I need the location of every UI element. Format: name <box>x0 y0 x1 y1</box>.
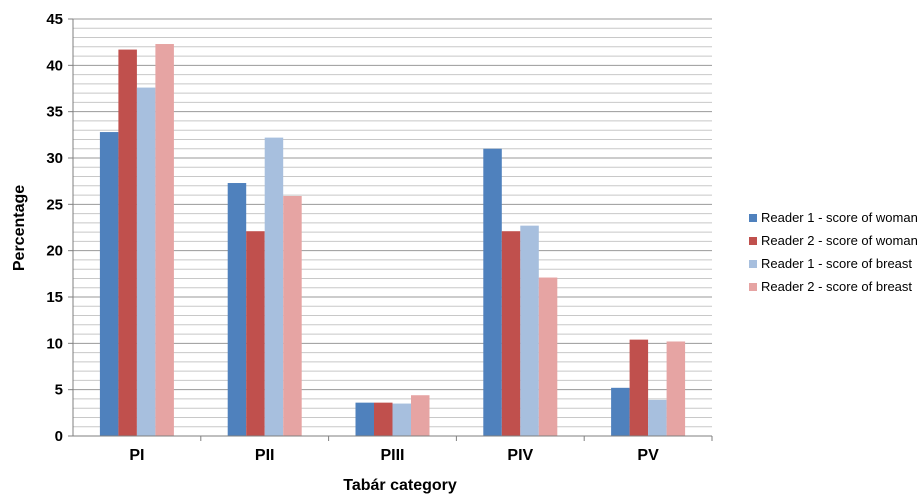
legend-label: Reader 2 - score of breast <box>761 279 912 294</box>
bar-pv-series-1 <box>611 387 630 436</box>
legend-swatch <box>749 260 757 268</box>
bar-piii-series-1 <box>355 402 374 436</box>
bar-piv-series-3 <box>520 225 539 436</box>
y-tick-label: 10 <box>46 335 63 352</box>
y-tick-label: 5 <box>55 382 63 399</box>
legend-label: Reader 1 - score of woman <box>761 210 918 225</box>
x-tick-label: PI <box>129 447 144 464</box>
bars <box>99 44 686 437</box>
bar-pi-series-3 <box>136 87 156 436</box>
legend-swatch <box>749 283 757 291</box>
legend-label: Reader 1 - score of breast <box>761 256 912 271</box>
legend-swatch <box>749 237 757 245</box>
bar-pi-series-4 <box>155 44 174 437</box>
bar-pii-series-2 <box>246 231 265 436</box>
y-tick-label: 0 <box>55 428 63 445</box>
bar-pii-series-1 <box>227 183 247 436</box>
axes <box>68 18 713 441</box>
y-tick-label: 20 <box>46 243 63 260</box>
bar-piii-series-3 <box>392 403 411 436</box>
y-tick-label: 15 <box>46 289 63 306</box>
y-tick-label: 45 <box>46 11 63 28</box>
legend: Reader 1 - score of woman Reader 2 - scor… <box>749 210 918 294</box>
gridlines <box>73 18 712 428</box>
y-tick-label: 40 <box>46 57 63 74</box>
bar-piv-series-2 <box>501 231 521 436</box>
bar-pv-series-4 <box>666 341 686 436</box>
y-tick-label: 35 <box>46 104 63 121</box>
y-tick-label: 30 <box>46 150 63 167</box>
legend-swatch <box>749 214 757 222</box>
x-tick-label: PII <box>255 447 275 464</box>
y-tick-label: 25 <box>46 196 63 213</box>
legend-label: Reader 2 - score of woman <box>761 233 918 248</box>
bar-piii-series-2 <box>374 402 393 436</box>
bar-piv-series-4 <box>538 277 558 436</box>
bar-pi-series-2 <box>118 49 137 437</box>
x-tick-label: PV <box>637 447 659 464</box>
bar-pii-series-3 <box>264 137 284 436</box>
x-tick-label: PIV <box>507 447 533 464</box>
x-tick-labels: PI PII PIII PIV PV <box>129 447 659 464</box>
bar-pv-series-3 <box>648 399 667 436</box>
bar-pii-series-4 <box>283 195 302 436</box>
x-tick-label: PIII <box>380 447 404 464</box>
y-tick-labels: 0 5 10 15 20 25 30 35 40 45 <box>46 11 63 445</box>
bar-piv-series-1 <box>483 148 502 436</box>
bar-pv-series-2 <box>629 339 649 436</box>
bar-piii-series-4 <box>411 395 430 436</box>
y-axis-title: Percentage <box>11 185 28 271</box>
x-axis-title: Tabár category <box>343 477 457 494</box>
bar-pi-series-1 <box>99 132 119 436</box>
